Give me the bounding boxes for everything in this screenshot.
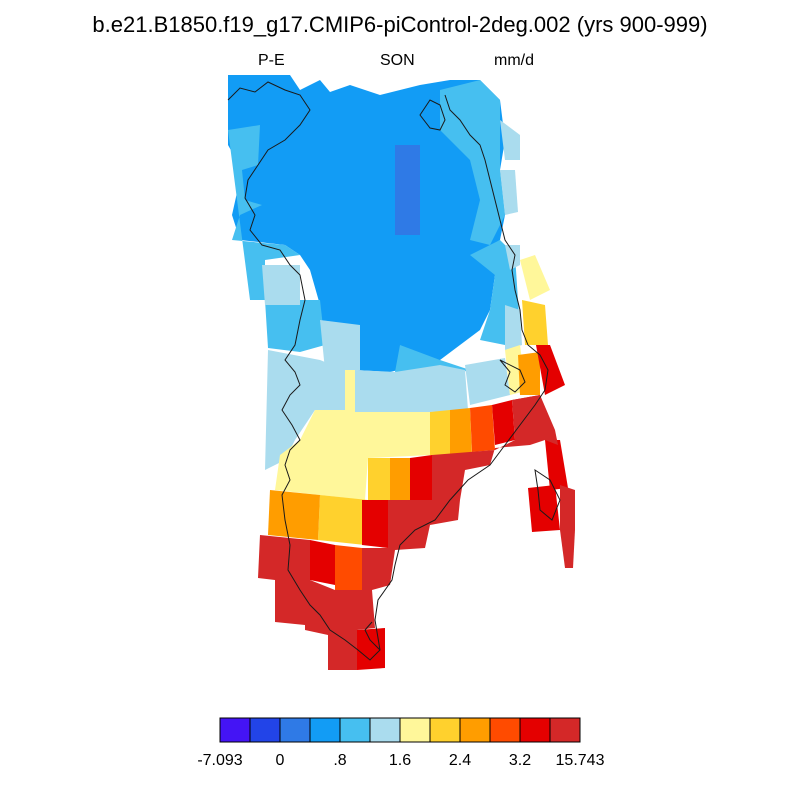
- red-region: [410, 455, 432, 500]
- colorbar-tick-label: 3.2: [509, 752, 531, 769]
- colorbar-tick-label: 2.4: [449, 752, 471, 769]
- colorbar-box: [339, 717, 371, 743]
- orange-region: [268, 490, 320, 540]
- blue-region: [228, 75, 505, 372]
- paleblue-region: [500, 120, 520, 160]
- colorbar-box: [399, 717, 431, 743]
- colorbar-box: [519, 717, 551, 743]
- darkred-region: [432, 395, 545, 500]
- redorange-region: [470, 405, 495, 452]
- season-label: SON: [380, 52, 415, 69]
- colorbar-tick-label: 1.6: [389, 752, 411, 769]
- paleyellow-region: [520, 255, 550, 300]
- map-fill: [228, 75, 575, 670]
- colorbar-box: [459, 717, 491, 743]
- yellow-region: [430, 410, 450, 455]
- coastline: [227, 81, 561, 661]
- darkblue-stripe: [395, 145, 420, 235]
- colorbar-box: [549, 717, 581, 743]
- colorbar-box: [309, 717, 341, 743]
- variable-label: P-E: [258, 52, 285, 69]
- units-label: mm/d: [494, 52, 534, 69]
- lightblue-region: [228, 125, 300, 300]
- map-title: b.e21.B1850.f19_g17.CMIP6-piControl-2deg…: [92, 12, 708, 37]
- colorbar-box: [369, 717, 401, 743]
- colorbar-boxes: [219, 717, 581, 743]
- colorbar-box: [219, 717, 251, 743]
- colorbar-box: [249, 717, 281, 743]
- colorbar-tick-label: .8: [333, 752, 346, 769]
- colorbar-tick-label: 15.743: [556, 752, 605, 769]
- colorbar-box: [279, 717, 311, 743]
- colorbar-box: [429, 717, 461, 743]
- greenland-pe-map: [227, 75, 575, 670]
- colorbar-box: [489, 717, 521, 743]
- colorbar-tick-label: -7.093: [197, 752, 242, 769]
- colorbar-labels: -7.093 0 .8 1.6 2.4 3.2 15.743: [197, 752, 604, 769]
- colorbar-tick-label: 0: [276, 752, 285, 769]
